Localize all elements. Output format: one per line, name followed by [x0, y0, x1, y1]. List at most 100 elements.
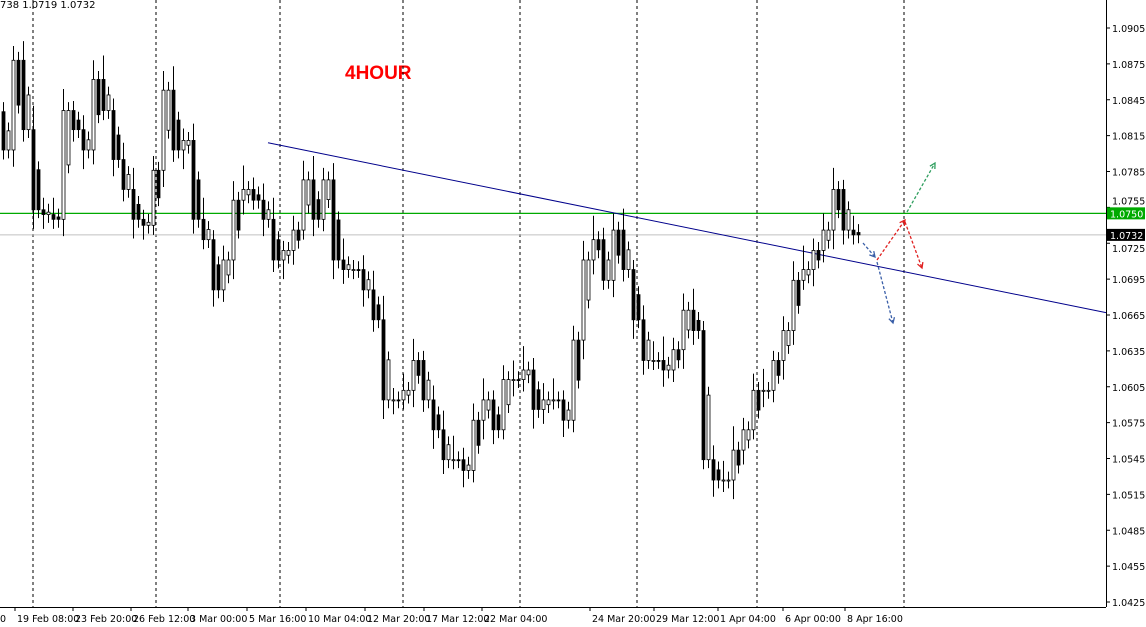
- candle-body: [206, 229, 211, 241]
- candle-body: [321, 179, 326, 220]
- candle-body: [156, 169, 161, 199]
- candle-body: [141, 218, 146, 226]
- candle: [121, 142, 131, 202]
- candle-body: [731, 449, 736, 481]
- candle-body: [491, 399, 496, 431]
- candle: [301, 160, 311, 240]
- candle-body: [396, 399, 401, 402]
- price-tick-label: 1.0905: [1112, 24, 1145, 35]
- candle-body: [286, 250, 291, 256]
- candle-body: [521, 369, 526, 380]
- price-marker: [1107, 207, 1145, 220]
- candle-body: [506, 379, 511, 406]
- candle-body: [176, 119, 181, 151]
- candle-body: [716, 469, 721, 481]
- candle: [681, 293, 691, 369]
- candle: [331, 163, 341, 280]
- candle-body: [701, 330, 706, 461]
- candle-body: [526, 369, 531, 376]
- candle-body: [801, 269, 806, 281]
- candle-body: [346, 264, 351, 270]
- candle-body: [686, 309, 691, 331]
- candle-body: [446, 444, 451, 461]
- candle-body: [751, 389, 756, 431]
- trendline: [267, 142, 1107, 314]
- candle-body: [581, 259, 586, 341]
- time-tick-label: 26 Feb 12:00: [133, 614, 195, 625]
- arrow-up-green-shaft: [906, 162, 936, 213]
- candle: [1, 102, 11, 160]
- candle: [731, 426, 741, 500]
- candle-body: [411, 360, 416, 391]
- candle: [271, 197, 281, 272]
- candle-body: [571, 339, 576, 421]
- candle-body: [756, 389, 761, 411]
- candle-body: [196, 179, 201, 220]
- candle: [501, 365, 511, 440]
- candle: [451, 435, 461, 470]
- price-tick-label: 1.0635: [1112, 347, 1145, 358]
- candle: [441, 410, 451, 475]
- time-tick-label: 1 Apr 04:00: [720, 614, 776, 625]
- candle-body: [146, 221, 151, 226]
- candle: [541, 383, 551, 424]
- candle: [131, 167, 141, 239]
- candle-body: [356, 269, 361, 271]
- candle: [251, 177, 261, 210]
- candle-body: [436, 414, 441, 431]
- candle: [241, 165, 251, 215]
- candle-body: [451, 459, 456, 462]
- candle-body: [441, 429, 446, 461]
- price-tick-label: 1.0725: [1112, 244, 1145, 255]
- candle-body: [791, 279, 796, 331]
- candle: [361, 255, 371, 307]
- candle: [721, 460, 731, 492]
- candle-body: [211, 239, 216, 291]
- candle-body: [366, 279, 371, 291]
- candle-body: [261, 199, 266, 220]
- candle: [631, 259, 641, 339]
- arrow-down-blue-2: [876, 261, 896, 325]
- time-tick-label: 3 Mar 00:00: [190, 614, 247, 625]
- candle: [531, 358, 541, 429]
- candle-body: [666, 364, 671, 371]
- candle-body: [106, 94, 111, 111]
- candle: [591, 215, 601, 275]
- arrow-down-red: [904, 221, 924, 270]
- price-tick-label: 1.0485: [1112, 526, 1145, 537]
- candle: [761, 368, 771, 408]
- candle: [481, 378, 491, 440]
- candle: [511, 360, 521, 397]
- candle: [621, 208, 631, 282]
- candle-body: [796, 279, 801, 306]
- time-tick-label: 12 Mar 20:00: [367, 614, 430, 625]
- candle-body: [566, 409, 571, 421]
- candle: [221, 245, 231, 302]
- candle-body: [111, 110, 116, 160]
- candle-body: [281, 250, 286, 261]
- candle: [321, 167, 331, 232]
- candle: [791, 261, 801, 345]
- candle: [751, 373, 761, 440]
- price-tick-label: 1.0545: [1112, 455, 1145, 466]
- candle: [581, 240, 591, 360]
- arrow-down-red-head: [917, 261, 924, 270]
- candle: [231, 181, 241, 280]
- candle-body: [256, 194, 261, 201]
- candle-body: [246, 189, 251, 196]
- candle: [821, 213, 831, 263]
- candle-body: [776, 360, 781, 376]
- time-tick-label: 10 Mar 04:00: [308, 614, 371, 625]
- candle-body: [251, 189, 256, 201]
- timeframe-annotation: 4HOUR: [345, 63, 412, 84]
- candle: [111, 98, 121, 177]
- candle-body: [381, 319, 386, 401]
- candle: [31, 105, 41, 229]
- candle-body: [481, 399, 486, 421]
- candle-body: [81, 129, 86, 151]
- candle-body: [186, 140, 191, 146]
- candle-body: [126, 174, 131, 190]
- candle-body: [166, 89, 171, 131]
- candle: [651, 341, 661, 371]
